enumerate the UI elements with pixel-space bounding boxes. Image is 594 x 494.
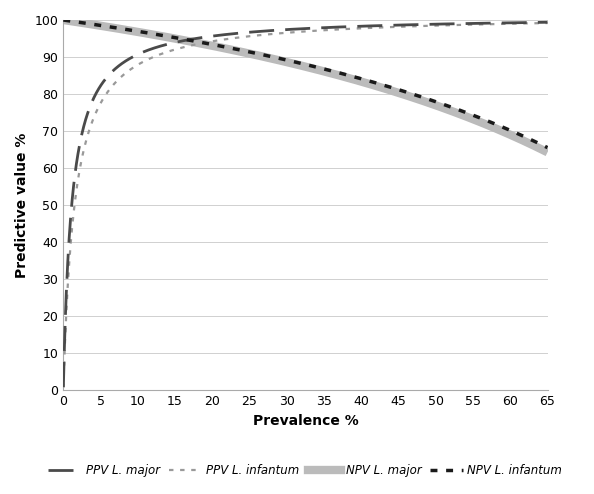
Y-axis label: Predictive value %: Predictive value % bbox=[15, 132, 29, 278]
X-axis label: Prevalence %: Prevalence % bbox=[252, 413, 358, 428]
Legend: PPV L. major, PPV L. infantum, NPV L. major, NPV L. infantum: PPV L. major, PPV L. infantum, NPV L. ma… bbox=[44, 459, 567, 482]
